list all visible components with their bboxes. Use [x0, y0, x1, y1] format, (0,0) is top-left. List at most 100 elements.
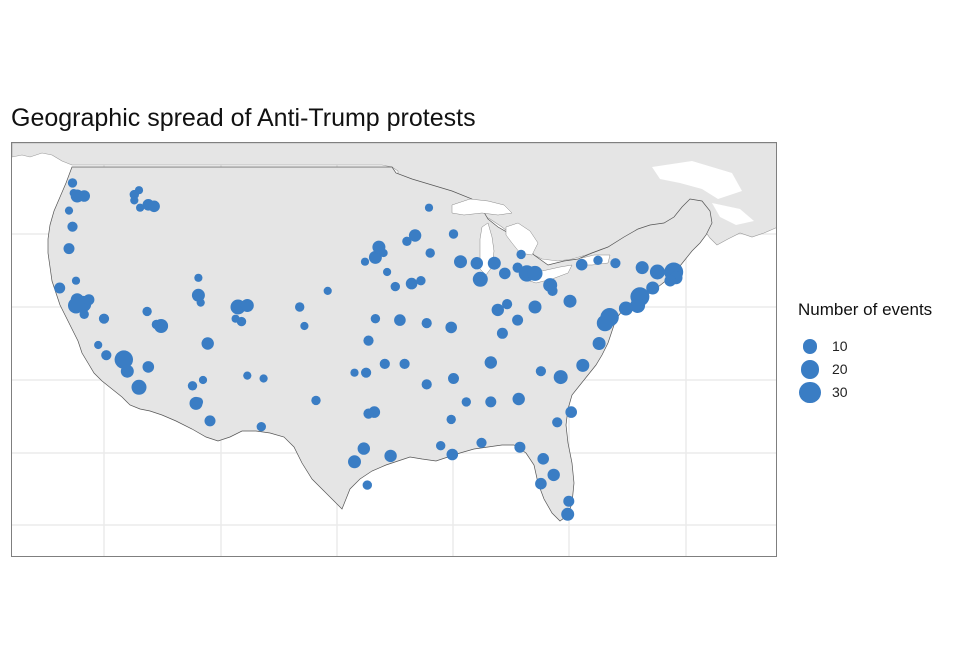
- protest-point: [368, 250, 382, 264]
- protest-point: [512, 392, 525, 406]
- protest-point: [300, 321, 309, 331]
- lake-superior: [451, 198, 513, 216]
- protest-point: [547, 468, 560, 482]
- protest-point: [383, 267, 392, 277]
- protest-point: [527, 265, 543, 281]
- protest-point: [295, 302, 305, 312]
- protest-point: [445, 321, 458, 334]
- protest-point: [446, 448, 459, 461]
- legend-key-large: [798, 381, 822, 404]
- protest-point: [535, 366, 547, 377]
- protest-point: [348, 455, 361, 469]
- legend-label: 20: [832, 361, 848, 377]
- protest-point: [196, 298, 205, 307]
- protest-point: [454, 255, 467, 269]
- protest-point: [131, 379, 147, 395]
- protest-point: [101, 350, 112, 361]
- protest-point: [472, 271, 488, 287]
- protest-point: [491, 303, 504, 317]
- protest-point: [664, 274, 676, 287]
- protest-point: [399, 358, 410, 369]
- legend-key-medium: [798, 358, 822, 381]
- protest-point: [446, 414, 456, 425]
- legend-item: 30: [798, 381, 932, 404]
- protest-point: [63, 243, 75, 255]
- protest-point: [311, 395, 321, 406]
- protest-point: [405, 277, 418, 290]
- protest-point: [424, 203, 434, 212]
- protest-point: [537, 453, 549, 465]
- protest-point: [448, 373, 459, 384]
- gulf-st-lawrence-gap: [712, 203, 754, 225]
- protest-points-layer: [54, 178, 684, 521]
- protest-point: [98, 313, 110, 324]
- protest-point: [516, 249, 526, 260]
- map-svg: [12, 143, 776, 556]
- protest-point: [363, 335, 374, 346]
- protest-point: [461, 397, 471, 407]
- legend-title: Number of events: [798, 300, 933, 319]
- legend-item: 20: [798, 358, 932, 381]
- protest-point: [535, 477, 547, 490]
- protest-point: [151, 319, 162, 330]
- northern-coast-gap: [652, 161, 742, 199]
- protest-point: [484, 356, 497, 369]
- protest-point: [575, 258, 588, 271]
- legend-key-small: [798, 335, 822, 358]
- legend-items: 10 20 30: [798, 335, 932, 404]
- protest-point: [646, 281, 660, 295]
- protest-point: [130, 196, 139, 205]
- protest-point: [204, 415, 216, 427]
- protest-point: [120, 364, 134, 378]
- protest-point: [593, 255, 603, 265]
- protest-point: [476, 437, 487, 448]
- protest-point: [78, 190, 90, 202]
- protest-point: [114, 350, 133, 369]
- protest-point: [201, 337, 214, 350]
- protest-point: [67, 178, 78, 188]
- protest-point: [134, 186, 144, 195]
- protest-point: [236, 316, 247, 327]
- protest-point: [576, 358, 590, 372]
- protest-point: [552, 417, 563, 428]
- protest-point: [64, 206, 74, 215]
- protest-point: [402, 236, 412, 246]
- protest-point: [408, 229, 422, 242]
- lake-huron: [505, 222, 539, 256]
- protest-point: [148, 200, 160, 213]
- protest-point: [502, 299, 513, 310]
- protest-point: [79, 309, 89, 319]
- protest-point: [649, 264, 665, 280]
- protest-point: [136, 203, 145, 212]
- protest-point: [635, 261, 649, 275]
- protest-point: [361, 367, 372, 378]
- protest-point: [243, 371, 252, 380]
- protest-point: [436, 441, 446, 451]
- protest-point: [512, 314, 524, 326]
- protest-point: [363, 408, 374, 419]
- protest-point: [630, 298, 646, 313]
- protest-point: [610, 258, 621, 269]
- protest-point: [425, 248, 435, 258]
- protest-point: [67, 221, 78, 232]
- protest-point: [83, 294, 95, 306]
- protest-point: [485, 396, 497, 408]
- protest-point: [360, 257, 370, 266]
- protest-point: [499, 267, 511, 280]
- protest-point: [370, 314, 381, 324]
- protest-point: [379, 358, 390, 369]
- protest-point: [323, 286, 332, 295]
- protest-point: [379, 248, 388, 258]
- protest-point: [384, 449, 397, 463]
- protest-point: [563, 495, 575, 507]
- legend-label: 10: [832, 338, 848, 354]
- protest-point: [563, 294, 577, 308]
- protest-point: [54, 282, 66, 294]
- protest-point: [350, 368, 359, 377]
- protest-point: [259, 374, 268, 383]
- protest-point: [416, 276, 426, 286]
- legend-label: 30: [832, 384, 848, 400]
- protest-point: [357, 442, 370, 455]
- protest-point: [390, 281, 400, 292]
- legend: Number of events 10 20 30: [798, 300, 932, 404]
